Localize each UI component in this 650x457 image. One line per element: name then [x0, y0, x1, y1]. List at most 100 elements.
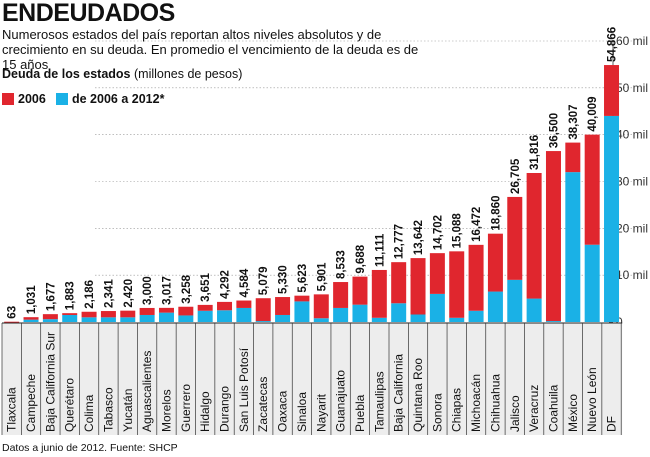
bar-red: [100, 311, 116, 318]
legend-item-2006: 2006: [2, 92, 46, 106]
category-label: Morelos: [159, 389, 173, 432]
bar-blue: [468, 310, 484, 322]
category-label: Chihuahua: [488, 374, 502, 432]
y-tick-label: 40 mil: [616, 128, 648, 142]
bar-value-label: 11,111: [374, 233, 386, 267]
bar-value-label: 3,651: [200, 273, 212, 302]
bar-red: [42, 314, 58, 320]
category-label: San Luis Potosí: [237, 347, 251, 432]
bar-blue: [158, 312, 174, 322]
category-label: Michoacán: [469, 374, 483, 432]
bar-blue: [371, 317, 387, 322]
bar-value-label: 54,866: [607, 27, 619, 62]
bar-value-label: 18,860: [490, 195, 502, 230]
category-label: Guanajuato: [334, 370, 348, 432]
bar-value-label: 63: [7, 306, 19, 319]
bar-value-label: 4,292: [220, 270, 232, 299]
legend-swatch-blue: [56, 93, 68, 105]
bar-value-label: 5,623: [297, 264, 309, 293]
bar-blue: [507, 279, 523, 322]
bar-value-label: 16,472: [471, 207, 483, 242]
category-label: Yucatán: [121, 389, 135, 432]
bar-value-label: 2,341: [103, 279, 115, 308]
category-label: Jalisco: [508, 395, 522, 432]
bar-red: [604, 65, 620, 116]
bar-red: [545, 151, 561, 322]
category-label: Zacatecas: [256, 377, 270, 432]
category-label: Nayarit: [314, 393, 328, 432]
bar-blue: [352, 304, 368, 322]
bar-red: [139, 307, 155, 315]
bar-blue: [313, 318, 329, 322]
bar-blue: [545, 321, 561, 322]
bar-red: [507, 196, 523, 280]
bar-value-label: 9,688: [355, 244, 367, 273]
bar-red: [333, 282, 349, 308]
bar-blue: [487, 291, 503, 322]
y-tick-label: 20 mil: [616, 221, 648, 235]
bar-red: [468, 244, 484, 311]
bar-value-label: 5,330: [278, 265, 290, 294]
category-label: Durango: [218, 386, 232, 432]
bar-blue: [429, 293, 445, 322]
y-tick-label: 50 mil: [616, 81, 648, 95]
legend-item-2006-2012: de 2006 a 2012*: [56, 92, 164, 106]
bar-blue: [410, 314, 426, 322]
category-label: Colima: [82, 394, 96, 432]
bar-blue: [42, 319, 58, 322]
bar-red: [371, 269, 387, 318]
category-label: Oaxaca: [276, 390, 290, 432]
bar-blue: [197, 310, 213, 322]
bar-blue: [100, 317, 116, 322]
category-label: Guerrero: [179, 384, 193, 432]
bar-red: [313, 294, 329, 319]
y-tick-label: 30 mil: [616, 175, 648, 189]
bar-value-label: 1,883: [65, 281, 77, 310]
bar-red: [526, 172, 542, 299]
bar-blue: [275, 314, 291, 322]
bar-blue: [391, 303, 407, 322]
bar-blue: [604, 115, 620, 322]
category-label: Tamaulipas: [372, 371, 386, 432]
bar-blue: [139, 314, 155, 322]
bar-red: [410, 258, 426, 315]
source-note: Datos a junio de 2012. Fuente: SHCP: [2, 442, 178, 454]
bar-red: [275, 297, 291, 315]
category-label: Tabasco: [101, 387, 115, 432]
bar-value-label: 3,258: [181, 274, 193, 303]
category-label: Sonora: [430, 393, 444, 432]
chart-title: ENDEUDADOS: [2, 0, 175, 27]
section-label-unit: (millones de pesos): [130, 67, 243, 81]
category-label: Nuevo León: [585, 367, 599, 432]
bar-value-label: 3,017: [161, 276, 173, 305]
bar-blue: [294, 301, 310, 322]
bar-value-label: 12,777: [394, 224, 406, 259]
category-label: México: [566, 394, 580, 432]
bar-blue: [217, 310, 233, 322]
bar-red: [449, 251, 465, 318]
bar-red: [352, 276, 368, 305]
bar-blue: [584, 244, 600, 322]
category-label: Tlaxcala: [5, 387, 19, 432]
category-label: Veracruz: [527, 385, 541, 432]
category-label: Querétaro: [63, 378, 77, 432]
bar-red: [158, 307, 174, 313]
bar-value-label: 31,816: [529, 135, 541, 170]
bar-value-label: 5,079: [258, 266, 270, 295]
category-label: Baja California Sur: [43, 332, 57, 432]
bar-value-label: 13,642: [413, 220, 425, 255]
bar-blue: [62, 314, 78, 322]
bar-value-label: 26,705: [510, 158, 522, 194]
category-label: Campeche: [24, 374, 38, 432]
y-tick-label: 0: [616, 315, 623, 329]
bar-value-label: 2,420: [123, 279, 135, 308]
bar-value-label: 14,702: [432, 215, 444, 250]
bar-red: [294, 295, 310, 302]
category-label: DF: [605, 416, 619, 432]
bar-value-label: 38,307: [568, 104, 580, 139]
bar-red: [197, 304, 213, 311]
category-label: Chiapas: [450, 388, 464, 432]
bar-red: [23, 317, 39, 320]
bar-red: [178, 306, 194, 316]
bar-value-label: 1,031: [26, 285, 38, 314]
